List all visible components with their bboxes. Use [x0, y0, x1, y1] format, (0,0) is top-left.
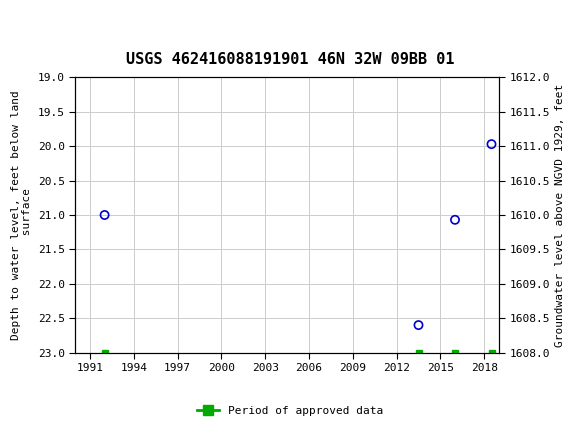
Y-axis label: Depth to water level, feet below land
 surface: Depth to water level, feet below land su… [11, 90, 32, 340]
Point [487, 141, 496, 147]
Text: ╳USGS: ╳USGS [9, 13, 72, 38]
Text: USGS 462416088191901 46N 32W 09BB 01: USGS 462416088191901 46N 32W 09BB 01 [126, 52, 454, 67]
Point [100, 212, 109, 218]
Point [450, 216, 459, 223]
Point [414, 322, 423, 329]
Y-axis label: Groundwater level above NGVD 1929, feet: Groundwater level above NGVD 1929, feet [555, 83, 566, 347]
Legend: Period of approved data: Period of approved data [193, 401, 387, 420]
